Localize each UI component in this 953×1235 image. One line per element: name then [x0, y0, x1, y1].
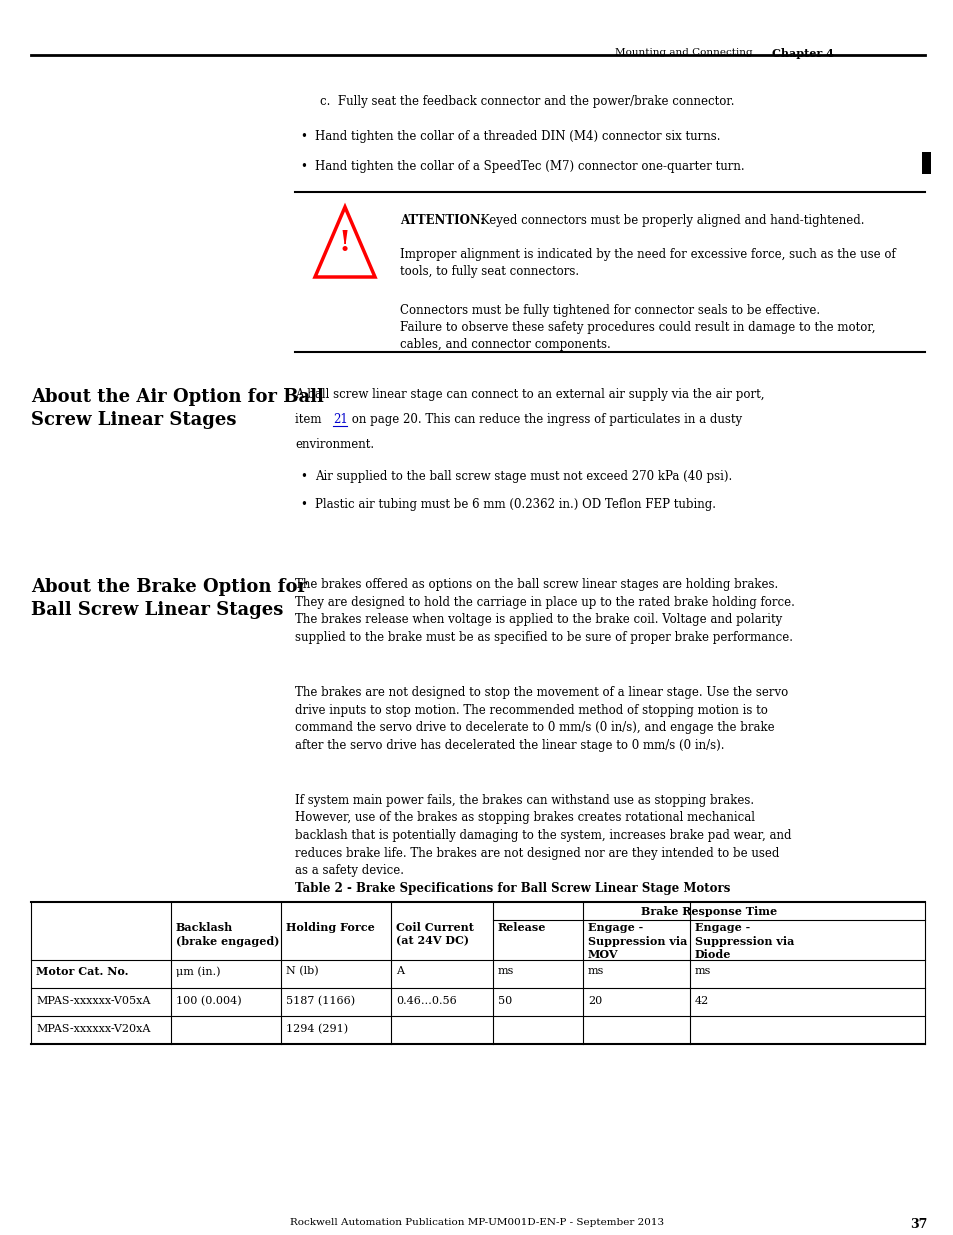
Polygon shape	[314, 207, 375, 277]
Text: Hand tighten the collar of a SpeedTec (M7) connector one-quarter turn.: Hand tighten the collar of a SpeedTec (M…	[314, 161, 744, 173]
Text: 0.46…0.56: 0.46…0.56	[395, 995, 456, 1007]
Text: μm (in.): μm (in.)	[175, 966, 220, 977]
Text: •: •	[299, 161, 307, 173]
Text: 37: 37	[909, 1218, 926, 1231]
Text: 42: 42	[695, 995, 708, 1007]
Text: item: item	[294, 412, 325, 426]
Text: Backlash
(brake engaged): Backlash (brake engaged)	[175, 923, 279, 947]
Text: If system main power fails, the brakes can withstand use as stopping brakes.
How: If system main power fails, the brakes c…	[294, 794, 791, 877]
Text: Table 2 - Brake Specifications for Ball Screw Linear Stage Motors: Table 2 - Brake Specifications for Ball …	[294, 882, 730, 895]
Text: Brake Response Time: Brake Response Time	[640, 906, 777, 918]
Text: Rockwell Automation Publication MP-UM001D-EN-P - September 2013: Rockwell Automation Publication MP-UM001…	[290, 1218, 663, 1228]
Text: Improper alignment is indicated by the need for excessive force, such as the use: Improper alignment is indicated by the n…	[399, 248, 895, 278]
Text: The brakes offered as options on the ball screw linear stages are holding brakes: The brakes offered as options on the bal…	[294, 578, 794, 643]
Text: A ball screw linear stage can connect to an external air supply via the air port: A ball screw linear stage can connect to…	[294, 388, 763, 401]
Text: The brakes are not designed to stop the movement of a linear stage. Use the serv: The brakes are not designed to stop the …	[294, 685, 787, 752]
Text: ms: ms	[497, 966, 514, 976]
Text: Connectors must be fully tightened for connector seals to be effective.
Failure : Connectors must be fully tightened for c…	[399, 304, 875, 351]
Text: Hand tighten the collar of a threaded DIN (M4) connector six turns.: Hand tighten the collar of a threaded DI…	[314, 130, 720, 143]
Text: on page 20. This can reduce the ingress of particulates in a dusty: on page 20. This can reduce the ingress …	[347, 412, 740, 426]
Text: About the Brake Option for
Ball Screw Linear Stages: About the Brake Option for Ball Screw Li…	[30, 578, 307, 619]
Text: Engage -
Suppression via
MOV: Engage - Suppression via MOV	[587, 923, 687, 961]
Text: 21: 21	[333, 412, 348, 426]
Text: 100 (0.004): 100 (0.004)	[175, 995, 241, 1007]
Text: 1294 (291): 1294 (291)	[286, 1024, 348, 1035]
Bar	[921, 152, 930, 174]
Text: ms: ms	[587, 966, 604, 976]
Text: About the Air Option for Ball
Screw Linear Stages: About the Air Option for Ball Screw Line…	[30, 388, 323, 429]
Text: N (lb): N (lb)	[286, 966, 318, 977]
Text: !: !	[338, 230, 351, 257]
Text: 50: 50	[497, 995, 512, 1007]
Text: •: •	[299, 130, 307, 143]
Text: 20: 20	[587, 995, 601, 1007]
Text: ATTENTION:: ATTENTION:	[399, 214, 484, 227]
Text: 5187 (1166): 5187 (1166)	[286, 995, 355, 1007]
Text: MPAS-xxxxxx-V05xA: MPAS-xxxxxx-V05xA	[36, 995, 151, 1007]
Text: Coil Current
(at 24V DC): Coil Current (at 24V DC)	[395, 923, 474, 947]
Text: Motor Cat. No.: Motor Cat. No.	[36, 966, 129, 977]
Text: Chapter 4: Chapter 4	[771, 48, 833, 59]
Text: •: •	[299, 471, 307, 483]
Text: c.  Fully seat the feedback connector and the power/brake connector.: c. Fully seat the feedback connector and…	[319, 95, 734, 107]
Text: MPAS-xxxxxx-V20xA: MPAS-xxxxxx-V20xA	[36, 1024, 151, 1034]
Text: Holding Force: Holding Force	[286, 923, 375, 932]
Text: Air supplied to the ball screw stage must not exceed 270 kPa (40 psi).: Air supplied to the ball screw stage mus…	[314, 471, 732, 483]
Text: Release: Release	[497, 923, 546, 932]
Text: •: •	[299, 498, 307, 511]
Text: Plastic air tubing must be 6 mm (0.2362 in.) OD Teflon FEP tubing.: Plastic air tubing must be 6 mm (0.2362 …	[314, 498, 716, 511]
Text: ms: ms	[695, 966, 711, 976]
Text: environment.: environment.	[294, 438, 374, 451]
Text: A: A	[395, 966, 403, 976]
Text: Mounting and Connecting: Mounting and Connecting	[615, 48, 752, 57]
Text: Keyed connectors must be properly aligned and hand-tightened.: Keyed connectors must be properly aligne…	[476, 214, 863, 227]
Text: Engage -
Suppression via
Diode: Engage - Suppression via Diode	[695, 923, 794, 961]
